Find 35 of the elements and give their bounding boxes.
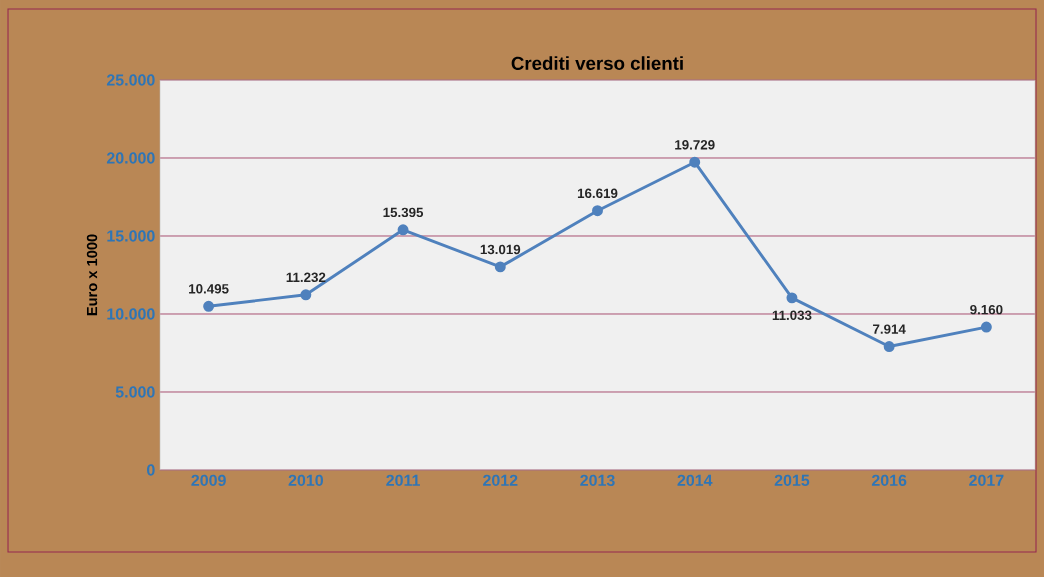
y-axis-title: Euro x 1000	[86, 234, 98, 316]
data-label: 15.395	[383, 207, 424, 218]
x-tick-label: 2014	[677, 474, 713, 487]
point	[689, 156, 701, 168]
data-label: 19.729	[675, 140, 715, 150]
y-tick-label: 10.000	[107, 308, 155, 320]
data-label: 16.619	[577, 188, 618, 199]
data-label: 10.495	[189, 284, 229, 294]
x-tick-label: 2012	[483, 474, 518, 487]
data-label: 11.232	[286, 272, 326, 283]
point	[592, 205, 603, 217]
x-tick-label: 2011	[386, 474, 420, 487]
x-tick-label: 2017	[969, 474, 1004, 487]
y-tick-label: 20.000	[106, 152, 155, 164]
point	[203, 300, 215, 312]
x-tick-label: 2009	[191, 474, 226, 487]
point	[786, 292, 798, 304]
x-tick-label: 2015	[774, 474, 810, 487]
data-label: 9.160	[970, 304, 1003, 315]
chart-title: Crediti verso clienti	[511, 56, 683, 70]
y-tick-label: 0	[147, 464, 155, 476]
y-tick-label: 15.000	[107, 230, 155, 242]
x-tick-label: 2010	[288, 474, 323, 487]
x-tick-label: 2016	[871, 474, 907, 487]
point	[980, 321, 992, 333]
y-tick-label: 5.000	[115, 386, 155, 398]
point	[397, 224, 409, 236]
point	[883, 341, 895, 352]
data-label: 13.019	[480, 244, 521, 255]
point	[494, 261, 506, 273]
x-tick-label: 2013	[580, 474, 615, 487]
data-label: 7.914	[873, 324, 906, 334]
point	[300, 289, 312, 301]
y-tick-label: 25.000	[106, 74, 155, 86]
data-label: 11.033	[772, 310, 812, 321]
